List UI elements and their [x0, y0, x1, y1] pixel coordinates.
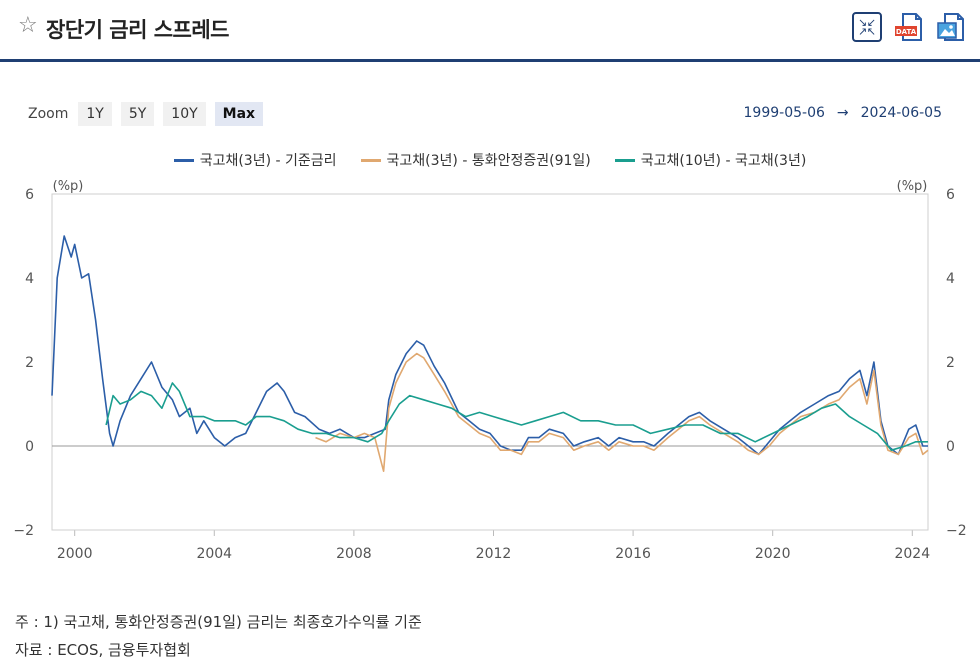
- y-axis-right: −2 0 2 4 6: [946, 187, 967, 539]
- x-tick-3: 2012: [476, 546, 512, 562]
- legend-swatch-series-2: [360, 158, 381, 162]
- y-axis-left: −2 0 2 4 6: [13, 187, 34, 539]
- range-arrow: →: [836, 105, 849, 121]
- y-tick-left-0: −2: [13, 523, 34, 539]
- x-tick-2: 2008: [336, 546, 372, 562]
- y-tick-right-0: −2: [946, 523, 967, 539]
- zoom-controls: Zoom 1Y 5Y 10Y Max: [28, 101, 272, 127]
- y-tick-left-1: 0: [25, 439, 34, 455]
- y-tick-right-1: 0: [946, 439, 955, 455]
- plot-frame: [51, 193, 929, 531]
- star-icon[interactable]: ☆: [18, 13, 38, 38]
- page-title: 장단기 금리 스프레드: [46, 18, 230, 42]
- x-tick-6: 2024: [894, 546, 930, 562]
- y-tick-left-2: 2: [25, 355, 34, 371]
- series-line-2: [315, 352, 929, 472]
- legend-item-series-2[interactable]: 국고채(3년) - 통화안정증권(91일): [360, 150, 591, 170]
- y-tick-left-3: 4: [25, 271, 34, 287]
- date-range: 1999-05-06 → 2024-06-05: [738, 105, 948, 121]
- legend-item-series-3[interactable]: 국고채(10년) - 국고채(3년): [614, 150, 807, 170]
- header-divider: [0, 59, 980, 62]
- x-axis: 2000 2004 2008 2012 2016 2020 2024: [57, 530, 930, 562]
- legend-label-series-1: 국고채(3년) - 기준금리: [199, 153, 337, 169]
- range-start[interactable]: 1999-05-06: [743, 105, 825, 121]
- x-tick-1: 2004: [196, 546, 232, 562]
- x-tick-0: 2000: [57, 546, 93, 562]
- zoom-max-button[interactable]: Max: [214, 102, 264, 126]
- legend-label-series-3: 국고채(10년) - 국고채(3년): [640, 153, 807, 169]
- y-tick-right-2: 2: [946, 355, 955, 371]
- y-axis-unit-left: (%p): [53, 179, 84, 194]
- y-tick-left-4: 6: [25, 187, 34, 203]
- y-tick-right-3: 4: [946, 271, 955, 287]
- range-end[interactable]: 2024-06-05: [860, 105, 942, 121]
- legend-item-series-1[interactable]: 국고채(3년) - 기준금리: [173, 150, 337, 170]
- footnote-line-1: 주 : 1) 국고채, 통화안정증권(91일) 금리는 최종호가수익률 기준: [15, 613, 422, 631]
- legend-swatch-series-3: [614, 158, 635, 162]
- zoom-5y-button[interactable]: 5Y: [120, 102, 155, 126]
- collapse-icon[interactable]: ↘ ↙ ↗ ↖: [852, 12, 882, 42]
- series-line-3: [105, 382, 928, 451]
- x-tick-4: 2016: [615, 546, 651, 562]
- zoom-10y-button[interactable]: 10Y: [163, 102, 206, 126]
- toolbar: ↘ ↙ ↗ ↖ DATA: [852, 12, 966, 42]
- series-lines: [51, 235, 929, 472]
- data-download-icon[interactable]: DATA: [894, 12, 924, 42]
- zoom-label: Zoom: [28, 106, 69, 122]
- y-axis-unit-right: (%p): [897, 179, 928, 194]
- footnote-source: 자료 : ECOS, 금융투자협회: [15, 641, 191, 659]
- x-tick-5: 2020: [755, 546, 791, 562]
- header: ☆ 장단기 금리 스프레드 ↘ ↙ ↗ ↖ DATA: [0, 0, 980, 62]
- footnotes: 주 : 1) 국고채, 통화안정증권(91일) 금리는 최종호가수익률 기준 자…: [15, 608, 422, 664]
- svg-text:DATA: DATA: [896, 28, 917, 36]
- legend-label-series-2: 국고채(3년) - 통화안정증권(91일): [386, 153, 591, 169]
- y-tick-right-4: 6: [946, 187, 955, 203]
- legend-swatch-series-1: [173, 158, 194, 162]
- image-download-icon[interactable]: [936, 12, 966, 42]
- chart-legend: 국고채(3년) - 기준금리 국고채(3년) - 통화안정증권(91일) 국고채…: [0, 150, 980, 170]
- zoom-1y-button[interactable]: 1Y: [78, 102, 112, 126]
